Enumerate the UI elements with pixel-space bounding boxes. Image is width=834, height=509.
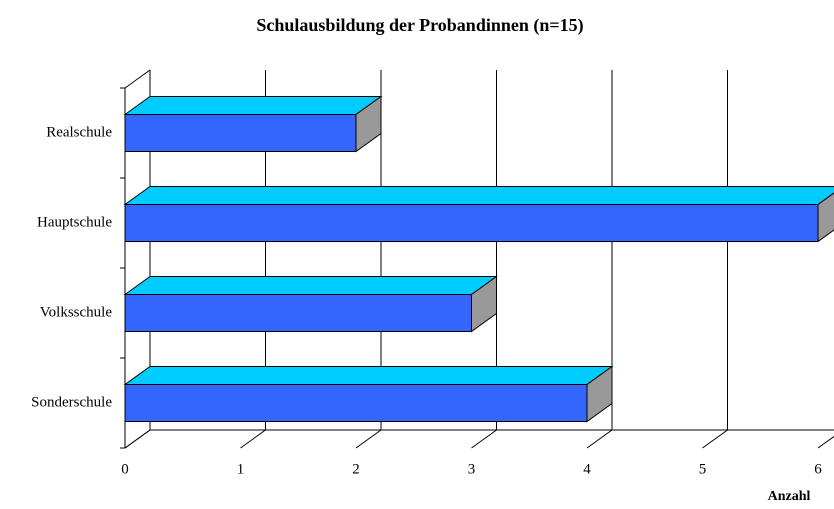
bar: [124, 294, 472, 332]
bar: [124, 114, 357, 152]
floor-grid-line: [702, 429, 728, 449]
floor-grid-line: [471, 429, 497, 449]
chart-title: Schulausbildung der Probandinnen (n=15): [256, 15, 583, 36]
y-tick-label: Sonderschule: [31, 394, 112, 410]
bar-top: [123, 366, 614, 385]
floor-grid-line: [817, 435, 834, 449]
x-tick-label: 1: [237, 461, 245, 477]
x-axis-title: Anzahl: [768, 489, 811, 504]
bar-top: [123, 276, 499, 295]
x-tick-label: 2: [352, 461, 360, 477]
floor-grid-line: [240, 429, 266, 449]
left-wall-top: [124, 69, 151, 89]
floor-grid-line: [586, 429, 613, 449]
bar: [124, 384, 588, 422]
floor-grid-line: [124, 429, 151, 449]
bar: [124, 204, 819, 242]
x-tick-label: 4: [583, 461, 591, 477]
y-tick-label: Realschule: [46, 124, 112, 140]
bar-top: [123, 96, 383, 115]
x-tick-label: 6: [814, 461, 822, 477]
x-tick-label: 0: [121, 461, 129, 477]
y-tick-label: Hauptschule: [37, 214, 112, 230]
x-tick-label: 5: [699, 461, 707, 477]
x-tick-label: 3: [468, 461, 476, 477]
bar-top: [123, 186, 834, 205]
floor-grid-line: [355, 429, 382, 449]
y-tick-label: Volksschule: [40, 304, 113, 320]
